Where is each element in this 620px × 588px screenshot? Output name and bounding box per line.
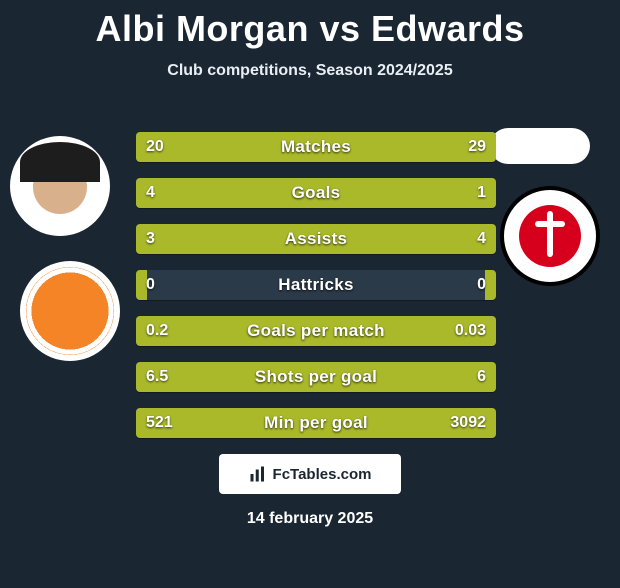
blackpool-icon	[26, 267, 114, 355]
stat-label: Goals per match	[136, 316, 496, 346]
player-left-avatar	[10, 136, 110, 236]
page-title: Albi Morgan vs Edwards	[0, 8, 620, 50]
stat-label: Min per goal	[136, 408, 496, 438]
bar-chart-icon	[249, 465, 267, 483]
stat-label: Shots per goal	[136, 362, 496, 392]
stat-row: 0.20.03Goals per match	[136, 316, 496, 346]
stat-row: 6.56Shots per goal	[136, 362, 496, 392]
club-left-badge	[20, 261, 120, 361]
stat-row: 2029Matches	[136, 132, 496, 162]
brand-text: FcTables.com	[273, 466, 372, 483]
date-text: 14 february 2025	[0, 510, 620, 528]
stat-label: Assists	[136, 224, 496, 254]
stat-label: Goals	[136, 178, 496, 208]
club-right-badge	[500, 186, 600, 286]
stat-row: 5213092Min per goal	[136, 408, 496, 438]
charlton-icon	[504, 190, 596, 282]
stat-label: Matches	[136, 132, 496, 162]
brand-badge: FcTables.com	[219, 454, 401, 494]
stat-row: 00Hattricks	[136, 270, 496, 300]
stat-bars: 2029Matches 41Goals 34Assists 00Hattricks 0.…	[136, 132, 496, 454]
stat-row: 41Goals	[136, 178, 496, 208]
stat-label: Hattricks	[136, 270, 496, 300]
player-right-avatar	[490, 128, 590, 164]
page-subtitle: Club competitions, Season 2024/2025	[0, 62, 620, 80]
stat-row: 34Assists	[136, 224, 496, 254]
